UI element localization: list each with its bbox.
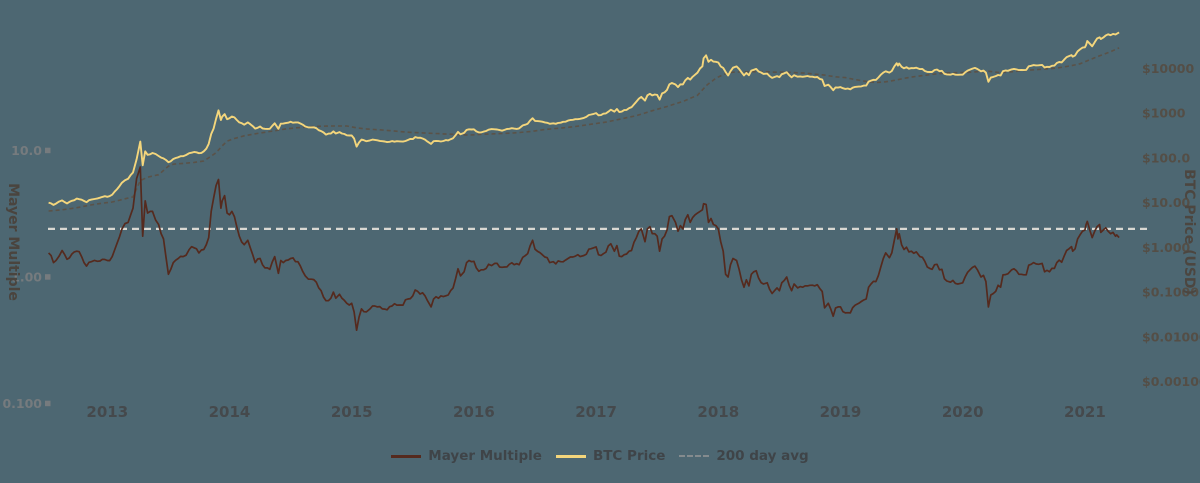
legend-label: 200 day avg	[716, 448, 809, 464]
right-axis-tick-label: $10000	[1142, 61, 1194, 76]
right-axis-tick-label: $0.1000	[1142, 285, 1199, 300]
legend: Mayer Multiple BTC Price 200 day avg	[0, 444, 1200, 468]
left-axis-tick-marker	[45, 400, 51, 407]
left-axis-tick-label: 1.00	[11, 270, 42, 285]
x-axis-tick-label: 2020	[942, 403, 984, 421]
legend-entry-200-day-avg[interactable]: 200 day avg	[679, 448, 809, 464]
x-axis-tick-label: 2021	[1064, 403, 1106, 421]
right-axis-title: BTC Price (USD)	[1181, 169, 1197, 295]
left-axis-tick-label: 10.0	[11, 143, 42, 158]
x-axis-tick-label: 2014	[209, 403, 251, 421]
right-axis-tick-label: $0.001000	[1142, 374, 1200, 389]
mayer-multiple-line	[47, 166, 1120, 332]
mayer-line-swatch-icon	[391, 454, 422, 458]
x-axis-tick-label: 2015	[331, 403, 373, 421]
right-axis-tick-label: $0.01000	[1142, 329, 1200, 344]
left-axis-tick-marker	[45, 147, 51, 154]
x-axis-tick-label: 2017	[575, 403, 617, 421]
left-axis-tick-marker	[45, 274, 51, 280]
x-axis-tick-label: 2018	[697, 403, 739, 421]
avg-dashed-swatch-icon	[679, 455, 710, 457]
200-day-avg-line	[48, 47, 1120, 212]
left-axis-title: Mayer Multiple	[5, 183, 21, 301]
legend-entry-mayer-multiple[interactable]: Mayer Multiple	[391, 448, 542, 464]
legend-label: Mayer Multiple	[428, 448, 542, 464]
right-axis-tick-label: $100.0	[1142, 150, 1191, 165]
btc-price-line	[48, 31, 1120, 206]
x-axis-tick-label: 2019	[820, 403, 862, 421]
x-axis-tick-label: 2013	[86, 403, 128, 421]
right-axis-tick-label: $1.000	[1142, 240, 1191, 255]
legend-entry-btc-price[interactable]: BTC Price	[555, 448, 666, 464]
right-axis-tick-label: $1000	[1142, 106, 1186, 121]
right-axis-tick-label: $10.00	[1142, 195, 1191, 210]
btc-line-swatch-icon	[555, 454, 586, 458]
x-axis-tick-label: 2016	[453, 403, 495, 421]
left-axis-tick-label: 0.100	[2, 396, 42, 411]
legend-label: BTC Price	[592, 448, 666, 464]
